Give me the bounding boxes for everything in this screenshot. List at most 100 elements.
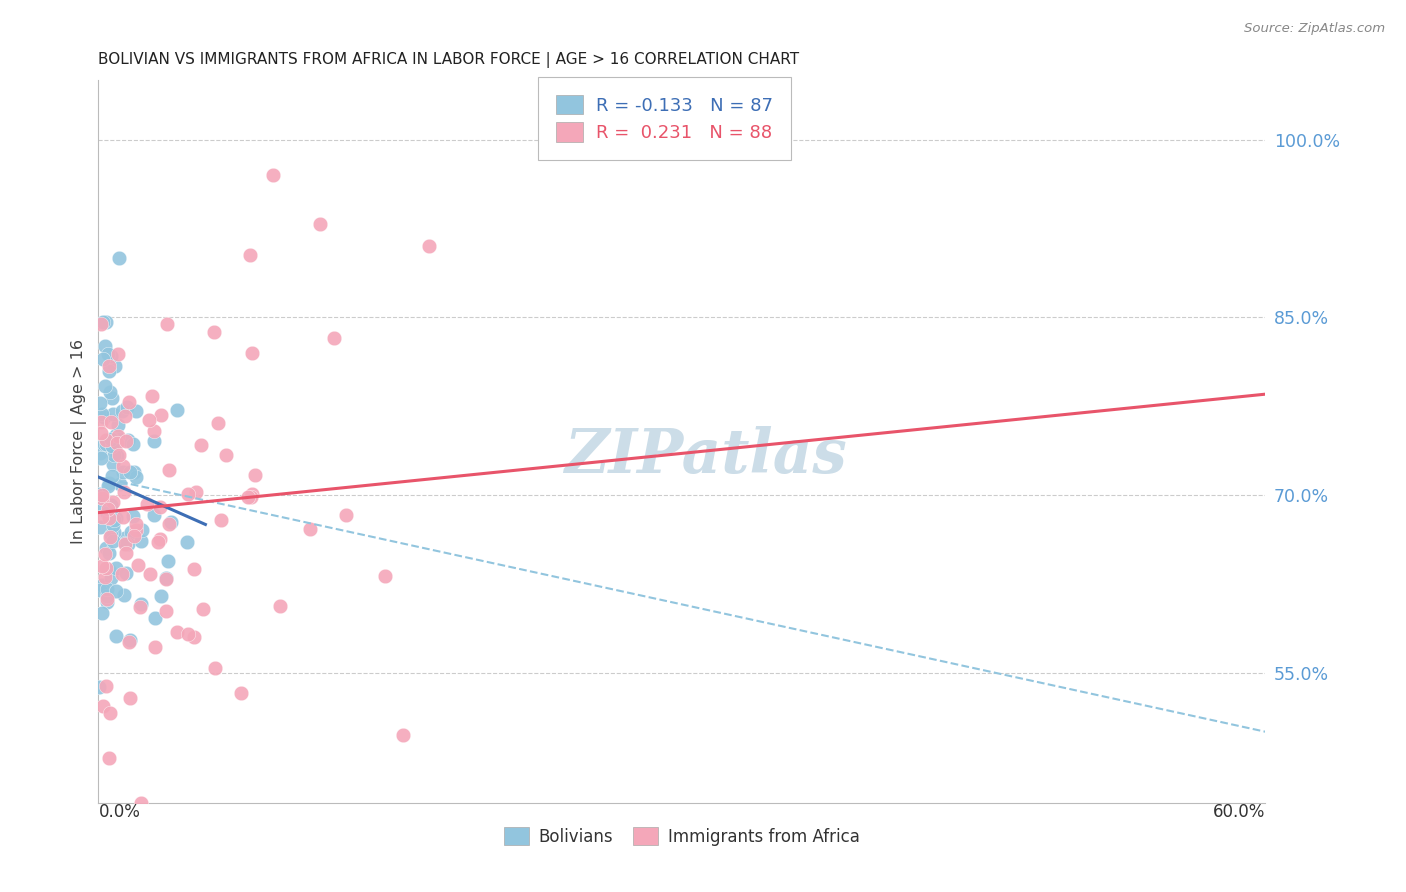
Point bbox=[100, 528, 122, 542]
Point bbox=[91, 351, 114, 366]
Point bbox=[149, 408, 172, 422]
Point bbox=[117, 537, 139, 551]
Legend: Bolivians, Immigrants from Africa: Bolivians, Immigrants from Africa bbox=[496, 821, 868, 852]
Point bbox=[269, 599, 291, 613]
Text: ZIPatlas: ZIPatlas bbox=[564, 426, 846, 486]
Point bbox=[89, 486, 111, 500]
Point bbox=[236, 490, 259, 504]
Point bbox=[115, 434, 138, 448]
Point bbox=[184, 484, 207, 499]
Point bbox=[94, 679, 117, 693]
Point bbox=[141, 389, 163, 403]
Point bbox=[124, 404, 146, 418]
Point bbox=[114, 531, 136, 545]
Point bbox=[97, 478, 120, 492]
Point bbox=[322, 331, 344, 345]
Point bbox=[91, 315, 114, 329]
Point bbox=[131, 523, 153, 537]
Point bbox=[101, 407, 124, 421]
Point bbox=[103, 517, 125, 532]
Point bbox=[112, 484, 135, 499]
Text: BOLIVIAN VS IMMIGRANTS FROM AFRICA IN LABOR FORCE | AGE > 16 CORRELATION CHART: BOLIVIAN VS IMMIGRANTS FROM AFRICA IN LA… bbox=[98, 52, 800, 68]
Point bbox=[96, 589, 118, 603]
Point bbox=[98, 706, 121, 720]
Point bbox=[143, 434, 166, 448]
Point bbox=[207, 416, 229, 430]
Point bbox=[105, 436, 128, 450]
Point bbox=[193, 602, 215, 616]
Point bbox=[183, 630, 205, 644]
Point bbox=[104, 561, 127, 575]
Point bbox=[93, 436, 115, 450]
Point bbox=[101, 534, 124, 549]
Point bbox=[155, 571, 177, 585]
Point bbox=[100, 530, 122, 544]
Point bbox=[90, 426, 112, 441]
Point bbox=[157, 516, 180, 531]
Point bbox=[103, 524, 125, 539]
Point bbox=[90, 318, 112, 332]
Point bbox=[96, 595, 118, 609]
Point bbox=[93, 379, 115, 393]
Point bbox=[177, 626, 200, 640]
Point bbox=[418, 239, 440, 253]
Point bbox=[127, 558, 149, 572]
Point bbox=[243, 467, 266, 482]
Point bbox=[262, 168, 284, 182]
Point bbox=[166, 625, 188, 640]
Point bbox=[103, 513, 125, 527]
Point bbox=[90, 451, 112, 466]
Point bbox=[105, 450, 128, 464]
Point bbox=[138, 412, 160, 426]
Point bbox=[94, 437, 117, 451]
Point bbox=[136, 497, 159, 511]
Point bbox=[129, 600, 152, 615]
Point bbox=[183, 562, 205, 576]
Point bbox=[240, 487, 263, 501]
Point bbox=[139, 566, 162, 581]
Point bbox=[104, 629, 127, 643]
Point bbox=[94, 541, 117, 556]
Point bbox=[90, 606, 112, 620]
Point bbox=[108, 251, 131, 265]
Point bbox=[190, 438, 212, 452]
Point bbox=[101, 494, 124, 508]
Point bbox=[104, 442, 127, 457]
Point bbox=[125, 524, 148, 538]
Point bbox=[114, 537, 136, 551]
Point bbox=[177, 487, 200, 501]
Point bbox=[149, 500, 172, 515]
Point bbox=[160, 515, 183, 529]
Point bbox=[94, 561, 117, 575]
Point bbox=[157, 463, 180, 477]
Point bbox=[122, 528, 145, 542]
Point bbox=[146, 535, 169, 549]
Point bbox=[114, 546, 136, 560]
Point bbox=[91, 698, 114, 713]
Point bbox=[149, 590, 172, 604]
Point bbox=[229, 686, 252, 700]
Point bbox=[98, 510, 121, 524]
Point bbox=[93, 339, 115, 353]
Point bbox=[202, 325, 225, 339]
Point bbox=[104, 359, 127, 373]
Point bbox=[101, 457, 124, 471]
Point bbox=[166, 403, 188, 417]
Point bbox=[131, 597, 153, 611]
Point bbox=[89, 681, 111, 695]
Point bbox=[91, 491, 114, 505]
Point bbox=[96, 506, 118, 520]
Point bbox=[107, 347, 129, 361]
Point bbox=[240, 490, 263, 504]
Point bbox=[98, 363, 121, 377]
Point bbox=[204, 661, 226, 675]
Point bbox=[90, 577, 112, 591]
Text: Source: ZipAtlas.com: Source: ZipAtlas.com bbox=[1244, 22, 1385, 36]
Point bbox=[120, 525, 142, 540]
Point bbox=[89, 446, 111, 460]
Point bbox=[89, 496, 111, 510]
Point bbox=[122, 465, 145, 479]
Point bbox=[94, 547, 117, 561]
Point bbox=[115, 566, 138, 581]
Point bbox=[94, 570, 117, 584]
